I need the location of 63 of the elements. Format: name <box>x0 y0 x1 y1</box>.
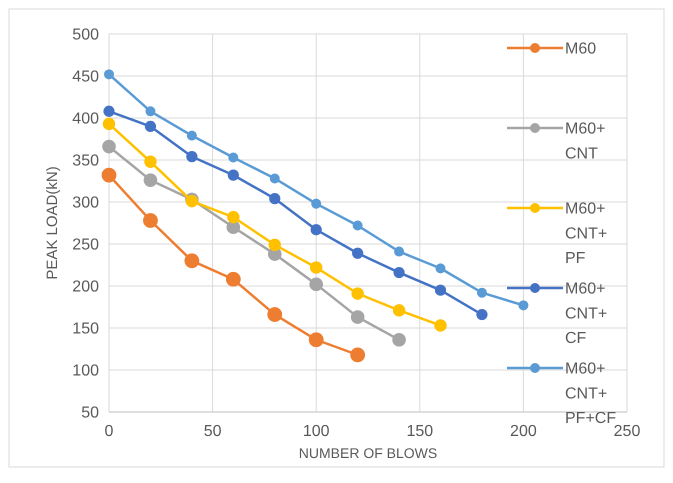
point <box>392 304 406 317</box>
point <box>103 106 115 117</box>
point <box>186 151 198 162</box>
point <box>518 300 528 310</box>
legend-label: M60+CNT+PF <box>565 200 608 268</box>
y-tick-label: 300 <box>72 194 100 212</box>
point <box>352 248 364 259</box>
y-tick-label: 200 <box>72 278 100 296</box>
y-tick-label: 350 <box>72 152 100 170</box>
y-tick-label: 100 <box>72 362 100 380</box>
x-tick-label: 0 <box>104 423 114 440</box>
x-axis-title: NUMBER OF BLOWS <box>298 445 438 461</box>
point <box>350 347 366 362</box>
point <box>184 253 200 268</box>
point <box>310 224 322 236</box>
point <box>351 287 364 300</box>
point <box>270 173 280 184</box>
point <box>436 263 446 274</box>
point <box>226 272 241 287</box>
legend-label: M60+CNT <box>565 120 606 162</box>
point <box>145 106 156 116</box>
y-tick-label: 400 <box>72 110 100 128</box>
point <box>102 118 116 130</box>
point <box>144 173 158 187</box>
point <box>350 310 364 324</box>
point <box>102 168 116 183</box>
point <box>102 140 116 154</box>
y-tick-label: 450 <box>72 68 100 86</box>
legend-label: M60 <box>565 40 596 58</box>
point <box>144 155 157 168</box>
x-tick-label: 250 <box>614 423 640 440</box>
point <box>309 278 323 292</box>
point <box>434 284 446 296</box>
y-axis-title: PEAK LOAD(kN) <box>44 166 61 280</box>
y-tick-label: 250 <box>72 236 100 254</box>
x-tick-label: 50 <box>204 423 222 440</box>
point <box>393 266 405 278</box>
point <box>308 332 324 348</box>
point <box>104 69 114 80</box>
point <box>143 213 158 228</box>
y-tick-label: 150 <box>72 320 100 338</box>
x-tick-label: 200 <box>510 423 537 440</box>
point <box>228 170 239 181</box>
point <box>269 193 280 204</box>
point <box>434 319 447 332</box>
point <box>227 210 240 224</box>
point <box>392 332 406 347</box>
point <box>268 238 281 252</box>
point <box>228 152 238 162</box>
point <box>394 246 404 257</box>
legend-label: M60+CNT+CF <box>565 280 608 348</box>
point <box>311 198 322 209</box>
y-tick-label: 50 <box>81 404 100 422</box>
point <box>144 120 156 132</box>
point <box>476 308 488 320</box>
point <box>310 261 322 274</box>
x-tick-label: 100 <box>302 423 330 440</box>
y-tick-label: 500 <box>72 26 100 44</box>
x-tick-label: 150 <box>406 423 434 440</box>
point <box>267 307 282 322</box>
point <box>352 220 363 231</box>
point <box>476 288 487 298</box>
point <box>186 130 197 141</box>
